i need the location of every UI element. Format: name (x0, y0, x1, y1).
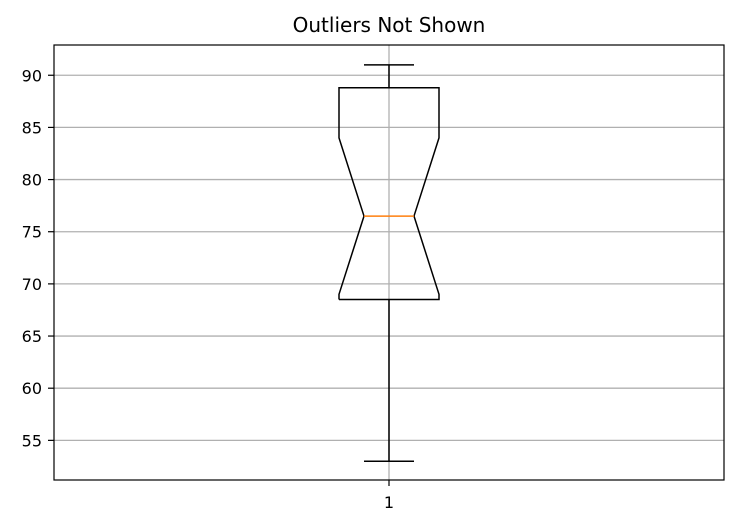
plot-frame (53, 44, 725, 481)
chart-title: Outliers Not Shown (293, 13, 486, 37)
y-tick-label: 75 (22, 223, 42, 242)
y-tick-label: 55 (22, 431, 42, 450)
axis-layer: 55 60 65 70 75 80 85 90 1 (22, 44, 725, 512)
grid-layer (54, 45, 724, 480)
y-tick-label: 80 (22, 171, 42, 190)
box-body (338, 87, 440, 301)
y-tick-label: 60 (22, 379, 42, 398)
x-tick-label: 1 (384, 493, 394, 512)
box-layer (338, 64, 440, 462)
y-tick-label: 65 (22, 327, 42, 346)
y-tick-label: 70 (22, 275, 42, 294)
y-tick-label: 90 (22, 66, 42, 85)
y-tick-label: 85 (22, 118, 42, 137)
